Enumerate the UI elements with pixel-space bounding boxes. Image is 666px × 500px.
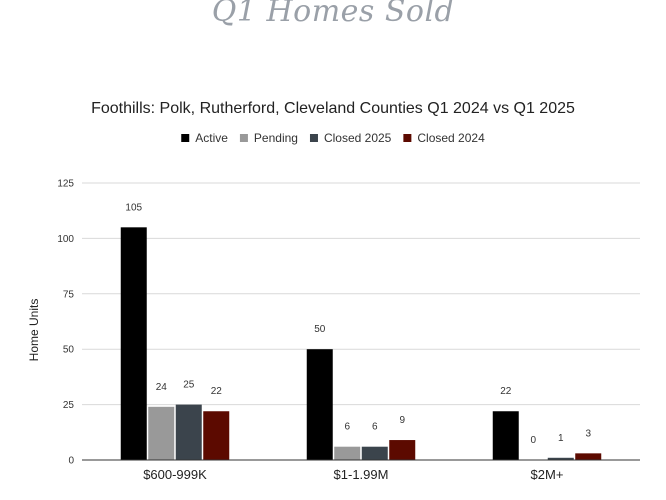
data-label: 3: [585, 428, 591, 439]
data-label: 6: [372, 422, 378, 433]
data-labels: 105 24 25 22 50 6 6 9 22 0 1 3: [125, 202, 591, 446]
bar-closed-2025: [547, 457, 574, 460]
bar-closed-2024: [203, 411, 230, 460]
bar-closed-2024: [389, 440, 416, 460]
data-label: 22: [500, 386, 512, 397]
bar-active: [120, 227, 147, 460]
data-label: 1: [558, 433, 564, 444]
data-label: 50: [314, 324, 326, 335]
x-tick-label: $1-1.99M: [334, 467, 389, 482]
y-tick-label: 75: [63, 289, 75, 300]
bar-closed-2025: [175, 404, 202, 460]
legend-swatch: [309, 134, 318, 142]
y-tick-label: 125: [57, 179, 74, 190]
y-axis-label: Home Units: [27, 299, 41, 362]
gridlines: [82, 182, 640, 406]
data-label: 25: [183, 380, 195, 391]
data-label: 6: [344, 422, 350, 433]
legend-swatch: [403, 134, 412, 142]
y-tick-label: 25: [63, 400, 75, 411]
x-axis-ticks: $600-999K $1-1.99M $2M+: [143, 467, 563, 482]
legend-label: Closed 2024: [417, 131, 485, 145]
data-label: 0: [530, 435, 536, 446]
bar-active: [492, 411, 519, 460]
x-tick-label: $600-999K: [143, 467, 207, 482]
bar-pending: [334, 446, 361, 460]
bar-closed-2025: [361, 446, 388, 460]
bars: [120, 227, 602, 460]
y-tick-label: 50: [63, 345, 75, 356]
data-label: 9: [399, 415, 405, 426]
legend-label: Pending: [254, 131, 298, 145]
legend-label: Active: [195, 131, 228, 145]
legend-swatch: [181, 134, 190, 142]
y-axis-ticks: 0 25 50 75 100 125: [57, 179, 74, 467]
legend-label: Closed 2025: [324, 131, 392, 145]
bar-closed-2024: [575, 453, 602, 460]
bar-pending: [148, 406, 175, 460]
bar-active: [306, 349, 333, 460]
legend: Active Pending Closed 2025 Closed 2024: [181, 131, 485, 145]
y-tick-label: 0: [68, 456, 74, 467]
data-label: 24: [156, 382, 168, 393]
y-tick-label: 100: [57, 234, 74, 245]
x-tick-label: $2M+: [531, 467, 564, 482]
legend-swatch: [239, 134, 248, 142]
page-title: Q1 Homes Sold: [211, 0, 455, 29]
data-label: 22: [211, 386, 223, 397]
chart-title: Foothills: Polk, Rutherford, Cleveland C…: [91, 100, 575, 117]
data-label: 105: [125, 202, 142, 213]
